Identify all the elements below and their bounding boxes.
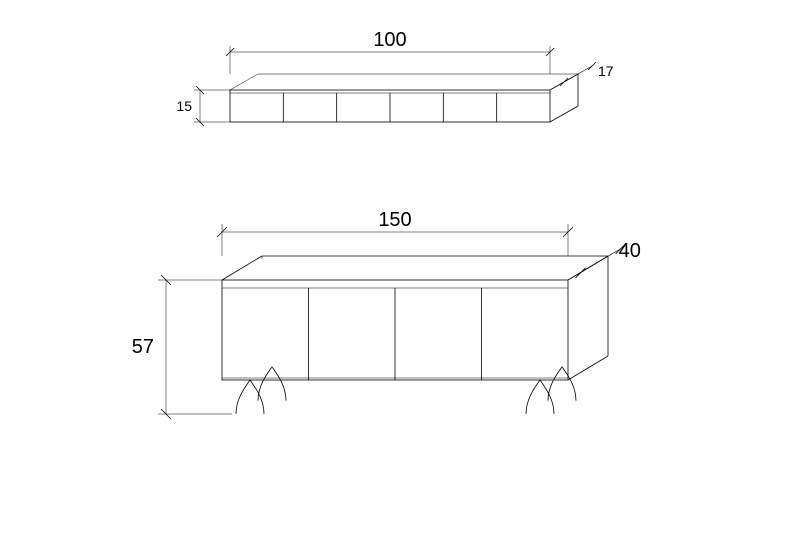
shelf-depth-label: 17: [598, 63, 614, 79]
shelf-height-label: 15: [176, 98, 192, 114]
shelf-width-label: 100: [373, 29, 406, 51]
cabinet-depth-label: 40: [619, 240, 641, 262]
cabinet-height-label: 57: [132, 336, 154, 358]
cabinet-width-label: 150: [378, 209, 411, 231]
shelf-drawing: 100 15 17: [176, 29, 613, 126]
cabinet-legs: [236, 367, 576, 414]
cabinet-drawing: 150 40 57: [132, 209, 641, 419]
